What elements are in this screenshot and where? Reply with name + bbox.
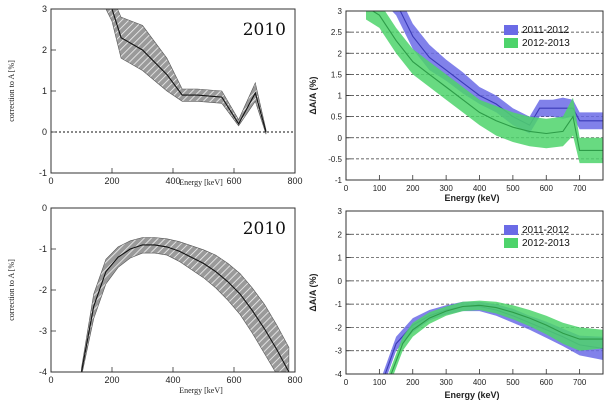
y-tick-label: 2 xyxy=(338,49,343,58)
x-tick-label: 400 xyxy=(165,176,180,186)
x-tick-label: 200 xyxy=(406,378,420,387)
y-tick-label: -3 xyxy=(335,347,343,356)
y-tick-label: 2 xyxy=(42,45,47,55)
x-tick-label: 100 xyxy=(373,184,387,193)
x-tick-label: 500 xyxy=(506,378,520,387)
y-tick-label: -2 xyxy=(335,323,343,332)
x-tick-label: 0 xyxy=(48,375,53,385)
series-line-series xyxy=(111,9,267,133)
x-axis-label: Energy (keV) xyxy=(444,390,499,400)
x-tick-label: 700 xyxy=(573,378,587,387)
x-tick-label: 100 xyxy=(373,378,387,387)
y-tick-label: 2 xyxy=(338,230,343,239)
x-tick-label: 0 xyxy=(344,184,349,193)
legend-label: 2012-2013 xyxy=(522,238,570,249)
y-tick-label: 0.5 xyxy=(331,113,343,122)
panel-bottom-left: 0 200 400 600 800 -4 -3 -2 -1 0 Energy [keV] correc… xyxy=(7,203,303,395)
y-tick-label: 0 xyxy=(42,203,47,213)
x-tick-label: 600 xyxy=(540,184,554,193)
y-tick-label: 3 xyxy=(338,207,343,216)
y-tick-label: -4 xyxy=(335,370,343,379)
uncertainty-band-series xyxy=(81,237,290,372)
y-tick-label: 1 xyxy=(338,92,343,101)
x-axis-label: Energy (keV) xyxy=(444,193,499,203)
y-tick-label: 0 xyxy=(338,277,343,286)
x-tick-label: 800 xyxy=(287,176,302,186)
plot-area xyxy=(366,11,603,164)
x-tick-label: 300 xyxy=(439,378,453,387)
legend-swatch-2011-2012 xyxy=(504,25,518,35)
x-tick-label: 600 xyxy=(226,375,241,385)
x-tick-label: 600 xyxy=(226,176,241,186)
x-tick-label: 200 xyxy=(104,375,119,385)
x-tick-label: 300 xyxy=(439,184,453,193)
series-line-2012-2013 xyxy=(390,304,603,374)
y-tick-label: -1 xyxy=(335,176,343,185)
legend-swatch-2012-2013 xyxy=(504,38,518,48)
y-tick-label: -1 xyxy=(335,300,343,309)
x-tick-label: 200 xyxy=(406,184,420,193)
legend-swatch-2012-2013 xyxy=(504,238,518,248)
y-axis-label: correction to A [%] xyxy=(7,259,16,321)
y-tick-label: 3 xyxy=(42,4,47,14)
legend-label: 2012-2013 xyxy=(522,38,570,49)
y-tick-label: -2 xyxy=(39,285,47,295)
year-annotation: 2010 xyxy=(243,219,286,239)
x-tick-label: 500 xyxy=(506,184,520,193)
y-tick-label: -1 xyxy=(39,168,47,178)
y-axis-label: ΔA/A (%) xyxy=(308,273,318,311)
x-tick-label: 800 xyxy=(287,375,302,385)
y-tick-label: -3 xyxy=(39,326,47,336)
x-axis-label: Energy [keV] xyxy=(179,178,223,187)
plot-area xyxy=(105,9,267,135)
y-axis-label: correction to A [%] xyxy=(7,60,16,122)
y-tick-label: 0 xyxy=(42,127,47,137)
y-tick-label: 2.5 xyxy=(331,28,343,37)
uncertainty-band-2012-2013 xyxy=(389,300,603,374)
x-tick-label: 200 xyxy=(104,176,119,186)
y-tick-label: 0 xyxy=(338,134,343,143)
y-tick-label: 3 xyxy=(338,7,343,16)
panel-bottom-right: 0 100 200 300 400 500 600 700 -4 -3 -2 -1 0 1 2 3 Energy… xyxy=(308,207,604,400)
uncertainty-band-series xyxy=(105,9,267,135)
plot-area xyxy=(80,237,290,372)
x-tick-label: 400 xyxy=(473,378,487,387)
x-tick-label: 0 xyxy=(48,176,53,186)
x-axis-label: Energy [keV] xyxy=(179,386,223,395)
y-tick-label: 1 xyxy=(42,86,47,96)
y-tick-label: -4 xyxy=(39,367,47,377)
y-axis-label: ΔA/A (%) xyxy=(308,76,318,114)
series-line-2012-2013 xyxy=(371,11,603,151)
y-tick-label: 1.5 xyxy=(331,70,343,79)
y-tick-label: 1 xyxy=(338,254,343,263)
uncertainty-band-2012-2013 xyxy=(366,11,603,164)
plot-area xyxy=(382,300,603,374)
legend-swatch-2011-2012 xyxy=(504,225,518,235)
x-tick-label: 400 xyxy=(473,184,487,193)
plot-frame xyxy=(345,210,604,375)
x-tick-label: 400 xyxy=(165,375,180,385)
x-tick-label: 600 xyxy=(540,378,554,387)
panel-top-right: 0 100 200 300 400 500 600 700 -1 -0.5 0 0.5 1 1.5 2 2.5… xyxy=(308,7,604,203)
y-tick-label: -1 xyxy=(39,244,47,254)
x-tick-label: 700 xyxy=(573,184,587,193)
series-line-series xyxy=(80,244,290,372)
legend-label: 2011-2012 xyxy=(522,225,570,236)
uncertainty-band-2011-2012 xyxy=(391,11,603,134)
y-tick-label: -0.5 xyxy=(328,155,342,164)
year-annotation: 2010 xyxy=(243,20,286,40)
x-tick-label: 0 xyxy=(344,378,349,387)
legend-label: 2011-2012 xyxy=(522,25,570,36)
